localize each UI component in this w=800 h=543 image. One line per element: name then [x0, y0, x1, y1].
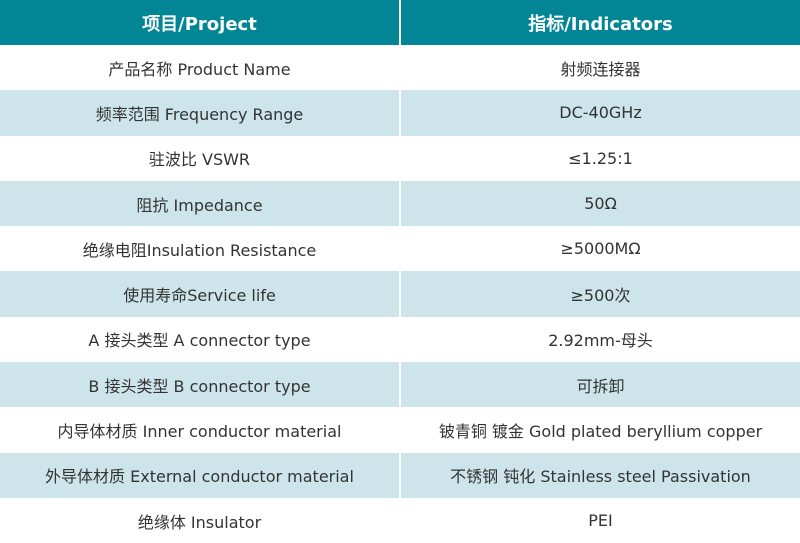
table-row: 阻抗 Impedance 50Ω	[0, 180, 800, 227]
indicator-cell: DC-40GHz	[400, 90, 800, 136]
table-row: A 接头类型 A connector type 2.92mm-母头	[0, 316, 800, 363]
table-row: 内导体材质 Inner conductor material 铍青铜 镀金 Gol…	[0, 407, 800, 453]
project-cell: 阻抗 Impedance	[0, 180, 401, 227]
indicator-cell: 2.92mm-母头	[548, 331, 653, 351]
indicator-cell: 铍青铜 镀金 Gold plated beryllium copper	[438, 422, 763, 442]
indicator-cell: 射频连接器	[560, 59, 641, 79]
header-indicators: 指标/Indicators	[400, 0, 800, 45]
project-cell: A 接头类型 A connector type	[0, 316, 401, 363]
table-row: 驻波比 VSWR ≤1.25:1	[0, 135, 800, 181]
table-row: 使用寿命Service life ≥500次	[0, 271, 800, 317]
project-cell: 使用寿命Service life	[0, 271, 401, 317]
indicator-cell: 不锈钢 钝化 Stainless steel Passivation	[400, 452, 800, 498]
table-row: 频率范围 Frequency Range DC-40GHz	[0, 90, 800, 136]
project-cell: 绝缘体 Insulator	[0, 497, 401, 543]
indicator-cell: ≤1.25:1	[568, 148, 633, 168]
project-cell: 产品名称 Product Name	[0, 45, 401, 91]
indicator-cell: 可拆卸	[400, 362, 800, 408]
indicator-cell: PEI	[588, 511, 613, 531]
project-cell: B 接头类型 B connector type	[0, 362, 401, 408]
indicator-cell: ≥500次	[400, 271, 800, 317]
table-row: 绝缘体 Insulator PEI	[0, 497, 800, 543]
table-row: 绝缘电阻Insulation Resistance ≥5000MΩ	[0, 226, 800, 272]
project-cell: 外导体材质 External conductor material	[0, 452, 401, 498]
indicator-cell: ≥5000MΩ	[560, 239, 641, 259]
table-row: B 接头类型 B connector type 可拆卸	[0, 362, 800, 408]
indicator-cell: 50Ω	[400, 180, 800, 227]
table-row: 外导体材质 External conductor material 不锈钢 钝化 …	[0, 452, 800, 498]
header-project: 项目/Project	[0, 0, 401, 45]
project-cell: 驻波比 VSWR	[0, 135, 401, 181]
table-row: 产品名称 Product Name 射频连接器	[0, 45, 800, 91]
project-cell: 绝缘电阻Insulation Resistance	[0, 226, 401, 272]
header-row: 项目/Project 指标/Indicators	[0, 0, 800, 45]
project-cell: 内导体材质 Inner conductor material	[0, 407, 401, 453]
project-cell: 频率范围 Frequency Range	[0, 90, 401, 136]
